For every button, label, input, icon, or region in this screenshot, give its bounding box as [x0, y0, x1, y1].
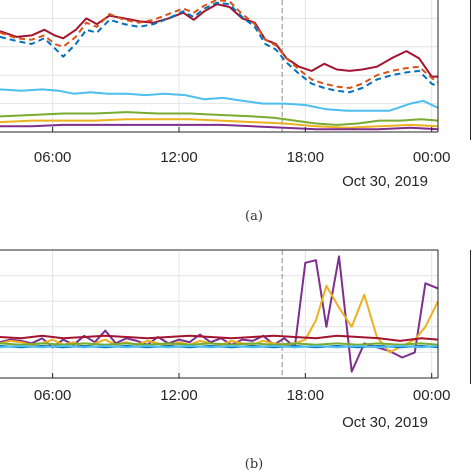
- panel-a-axes: [0, 0, 439, 133]
- panel-b-tick-labels: 06:00 12:00 18:00 00:00: [34, 387, 451, 404]
- panel-a-tick-label-1: 12:00: [160, 149, 198, 166]
- panel-a: 06:00 12:00 18:00 00:00 Oct 30, 2019 (a): [0, 0, 450, 224]
- panel-a-date-label: Oct 30, 2019: [342, 173, 428, 190]
- panel-b-series-1: [0, 284, 439, 354]
- panel-b-series-group: [0, 255, 439, 373]
- panel-a-tick-labels: 06:00 12:00 18:00 00:00: [34, 149, 451, 166]
- panel-b-tick-label-3: 00:00: [413, 387, 451, 404]
- panel-b: 06:00 12:00 18:00 00:00 Oct 30, 2019 (b): [0, 249, 451, 472]
- panel-b-grid: [0, 250, 438, 378]
- panel-b-tick-label-0: 06:00: [34, 387, 72, 404]
- panel-b-series-5: [0, 345, 439, 349]
- panel-a-tick-label-3: 00:00: [413, 149, 451, 166]
- panel-b-caption: (b): [245, 457, 263, 472]
- panel-a-tick-label-2: 18:00: [287, 149, 325, 166]
- panel-a-series-5: [0, 118, 439, 129]
- panel-a-series-0: [0, 3, 438, 78]
- panel-a-series-3: [0, 88, 439, 112]
- panel-b-tick-label-2: 18:00: [287, 387, 325, 404]
- panel-a-grid: [0, 0, 438, 132]
- panel-b-axes: [0, 249, 439, 379]
- panel-a-series-4: [0, 111, 439, 126]
- panel-a-tick-label-0: 06:00: [34, 149, 72, 166]
- panel-a-series-1: [0, 0, 439, 89]
- panel-b-series-3: [0, 342, 439, 346]
- panel-a-caption: (a): [245, 209, 263, 224]
- panel-a-series-2: [0, 1, 439, 94]
- panel-a-series-6: [0, 123, 439, 131]
- panel-b-date-label: Oct 30, 2019: [342, 414, 428, 431]
- panel-b-series-2: [0, 334, 439, 342]
- panel-b-tick-label-1: 12:00: [160, 387, 198, 404]
- panel-a-series-group: [0, 0, 439, 131]
- panel-b-series-0: [0, 255, 439, 373]
